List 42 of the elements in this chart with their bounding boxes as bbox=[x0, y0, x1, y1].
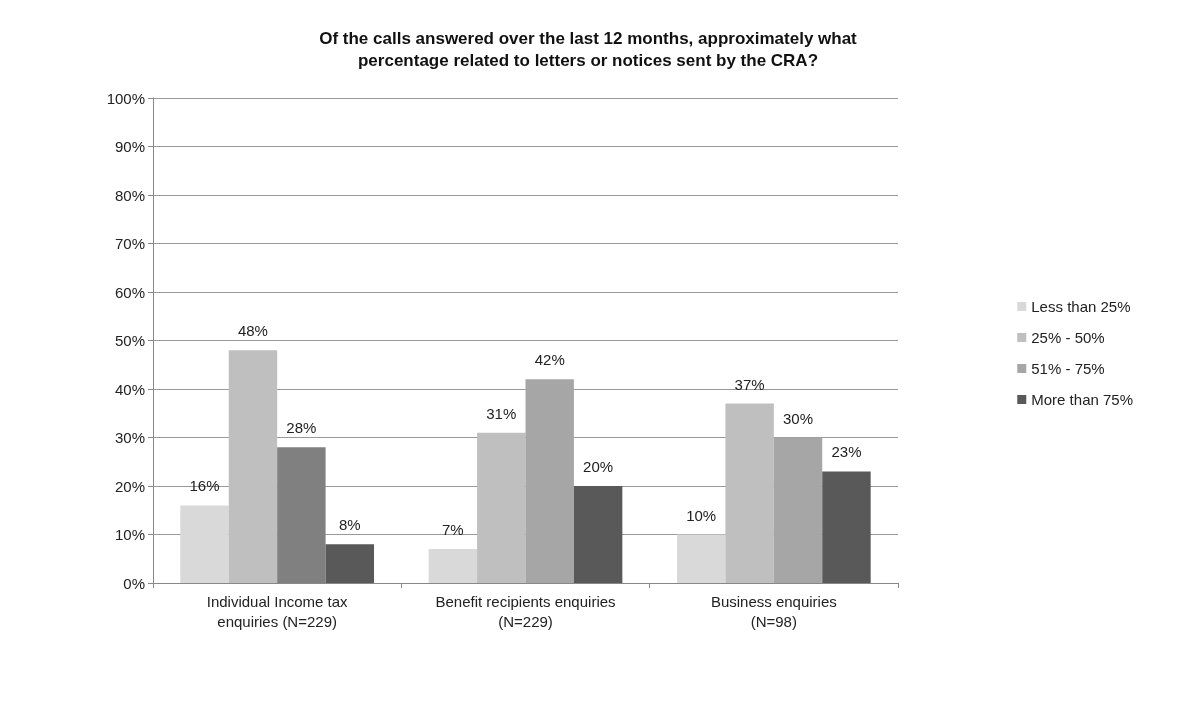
bar bbox=[725, 403, 774, 583]
chart-title: Of the calls answered over the last 12 months, approximately what percentage related to letters or notices sent by the CRA? bbox=[319, 28, 858, 70]
x-tick-label: Business enquiries (N=98) bbox=[710, 592, 837, 630]
y-tick-label: 80% bbox=[114, 186, 145, 204]
bar bbox=[428, 549, 478, 583]
legend-label: More than 75% bbox=[1031, 391, 1134, 408]
bar bbox=[822, 471, 871, 583]
legend-label: 25% - 50% bbox=[1031, 329, 1105, 346]
data-label: 28% bbox=[286, 419, 317, 437]
y-tick-label: 90% bbox=[114, 138, 145, 155]
data-label: 37% bbox=[734, 375, 765, 393]
y-tick-label: 60% bbox=[114, 283, 145, 301]
data-label: 31% bbox=[486, 404, 517, 422]
data-label: 42% bbox=[534, 351, 565, 369]
y-tick-label: 10% bbox=[114, 526, 145, 543]
legend-label: Less than 25% bbox=[1031, 298, 1131, 315]
bar bbox=[676, 534, 726, 583]
legend-label: 51% - 75% bbox=[1031, 360, 1105, 377]
x-tick-label: Benefit recipients enquiries (N=229) bbox=[435, 592, 616, 630]
y-tick-label: 40% bbox=[114, 380, 145, 398]
data-label: 20% bbox=[583, 458, 614, 475]
data-label: 7% bbox=[442, 521, 464, 539]
y-tick-label: 30% bbox=[114, 429, 145, 446]
y-tick-label: 50% bbox=[114, 332, 145, 349]
bar bbox=[573, 486, 623, 583]
y-tick-label: 20% bbox=[114, 477, 145, 495]
y-tick-label: 70% bbox=[114, 235, 145, 252]
bar bbox=[525, 379, 574, 583]
bar bbox=[477, 432, 526, 583]
data-label: 48% bbox=[237, 322, 268, 340]
data-label: 30% bbox=[783, 409, 814, 427]
data-label: 23% bbox=[831, 443, 862, 461]
bar bbox=[228, 350, 278, 583]
y-tick-label: 100% bbox=[106, 89, 145, 107]
bar bbox=[180, 505, 229, 583]
data-label: 8% bbox=[338, 516, 361, 534]
data-label: 16% bbox=[189, 477, 220, 495]
x-tick-label: Individual Income tax enquiries (N=229) bbox=[206, 592, 349, 630]
y-tick-label: 0% bbox=[123, 574, 145, 592]
bar bbox=[773, 437, 823, 583]
bar bbox=[325, 544, 375, 583]
data-label: 10% bbox=[686, 506, 717, 524]
